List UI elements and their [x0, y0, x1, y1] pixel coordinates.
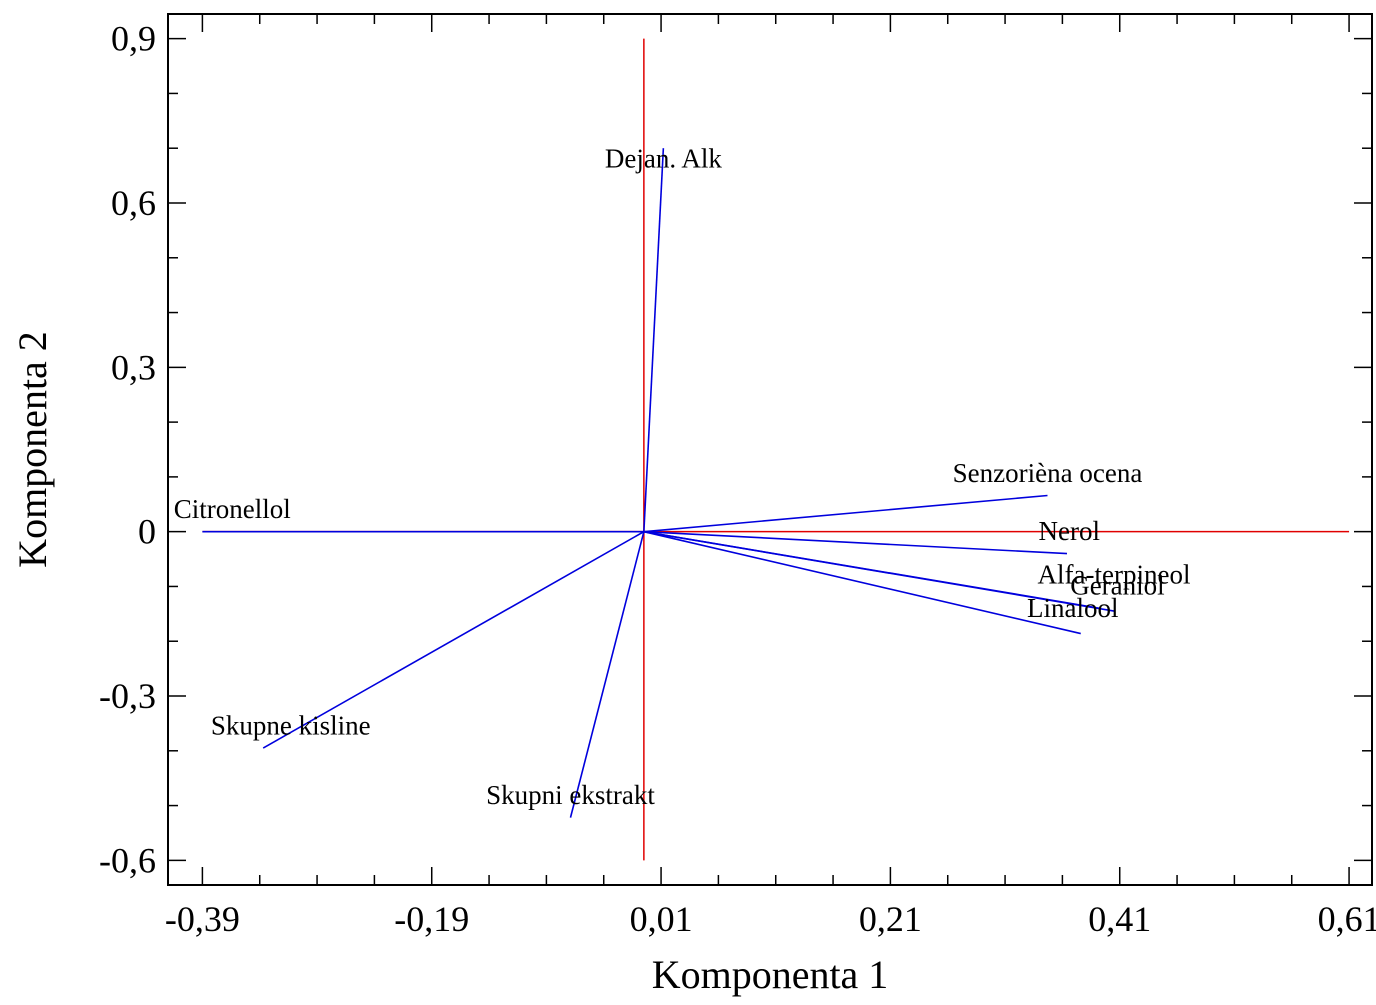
x-axis-title: Komponenta 1: [652, 952, 889, 997]
y-tick-label: -0,3: [99, 676, 156, 716]
vector-geraniol: [643, 530, 1115, 612]
y-tick-label: 0,9: [111, 19, 156, 59]
y-tick-label: 0,6: [111, 183, 156, 223]
x-tick-label: 0,41: [1088, 899, 1151, 939]
tick-layer: -0,39 -0,19 0,01 0,21 0,41 0,61 -0,6 -0,3 0 0,3 0,…: [99, 14, 1376, 939]
x-tick-label: -0,39: [165, 899, 240, 939]
vector-nerol: [643, 530, 1068, 555]
vector-label-nerol: Nerol: [1039, 516, 1100, 546]
y-tick-label: 0,3: [111, 347, 156, 387]
vector-dejan-alk: [643, 148, 665, 532]
vector-senzori-na-ocena: [643, 494, 1048, 533]
loading-vectors: [202, 148, 1115, 818]
vector-label-geraniol: Geraniol: [1070, 571, 1164, 601]
vector-label-dejan-alk: Dejan. Alk: [605, 143, 722, 173]
vector-labels: Dejan. Alk Senzorièna ocena Nerol Alfa-terp…: [174, 143, 1191, 810]
vector-skupni-ekstrakt: [569, 531, 645, 818]
x-tick-label: 0,21: [859, 899, 922, 939]
y-tick-label: -0,6: [99, 840, 156, 880]
x-tick-label: 0,61: [1318, 899, 1376, 939]
vector-linalool: [643, 530, 1081, 635]
vector-skupne-kisline: [262, 530, 645, 749]
vector-label-skupni-ekstrakt: Skupni ekstrakt: [486, 780, 655, 810]
plot-frame: [167, 13, 1373, 886]
vector-label-senzori-na-ocena: Senzorièna ocena: [953, 458, 1143, 488]
vector-label-skupne-kisline: Skupne kisline: [211, 710, 371, 740]
y-axis-title: Komponenta 2: [10, 331, 55, 568]
vector-label-linalool: Linalool: [1027, 593, 1118, 623]
vector-label-citronellol: Citronellol: [174, 494, 291, 524]
vector-label-alfa-terpineol: Alfa-terpineol: [1038, 560, 1191, 590]
reference-lines: [202, 38, 1350, 861]
x-tick-label: 0,01: [630, 899, 693, 939]
y-tick-label: 0: [138, 512, 156, 552]
x-tick-label: -0,19: [394, 899, 469, 939]
